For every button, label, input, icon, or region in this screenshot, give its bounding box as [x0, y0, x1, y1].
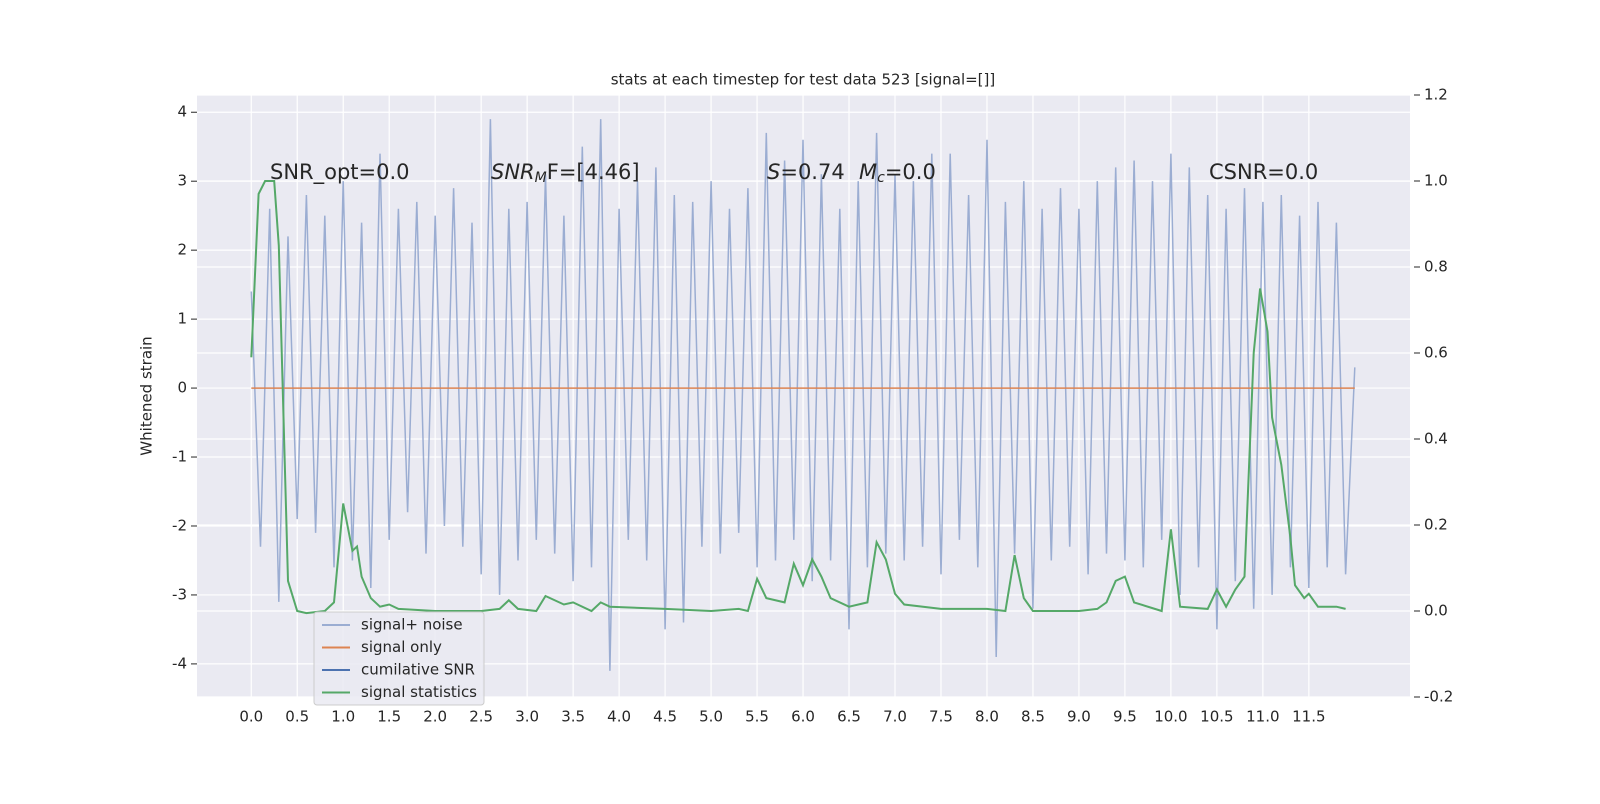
- legend-box: [313, 611, 485, 706]
- y2-tick-label: 1.0: [1424, 172, 1448, 190]
- x-tick-label: 9.5: [1113, 708, 1137, 726]
- x-tick-label: 8.5: [1021, 708, 1045, 726]
- legend-label: signal statistics: [361, 683, 477, 701]
- x-tick-label: 7.0: [883, 708, 907, 726]
- x-tick-label: 9.0: [1067, 708, 1091, 726]
- x-tick-label: 3.5: [561, 708, 585, 726]
- y-tick-label: -1: [172, 448, 187, 466]
- x-tick-label: 2.0: [423, 708, 447, 726]
- series-line: [250, 119, 1356, 671]
- x-tick-label: 5.0: [699, 708, 723, 726]
- y2-tick-label: 0.0: [1424, 602, 1448, 620]
- x-tick-label: 11.5: [1292, 708, 1325, 726]
- annotation: S=0.74: [767, 160, 845, 184]
- x-tick-label: 0.5: [285, 708, 309, 726]
- legend: signal+ noise signal only cumilative SNR si…: [313, 611, 485, 706]
- x-tick-label: 1.0: [331, 708, 355, 726]
- x-tick-label: 5.5: [745, 708, 769, 726]
- x-tick-label: 1.5: [377, 708, 401, 726]
- x-tick-label: 6.5: [837, 708, 861, 726]
- x-tick-label: 6.0: [791, 708, 815, 726]
- y-tick-label: 2: [177, 241, 187, 259]
- y-tick-label: -2: [172, 516, 187, 534]
- y-tick-label: 3: [177, 172, 187, 190]
- x-tick-label: 11.0: [1246, 708, 1279, 726]
- y-tick-label: -4: [172, 654, 187, 672]
- y2-tick-label: 0.2: [1424, 516, 1448, 534]
- y2-tick-label: 0.8: [1424, 258, 1448, 276]
- y2-tick-label: 0.4: [1424, 430, 1448, 448]
- x-tick-label: 2.5: [469, 708, 493, 726]
- x-tick-label: 0.0: [239, 708, 263, 726]
- x-tick-label: 10.5: [1200, 708, 1233, 726]
- x-tick-label: 8.0: [975, 708, 999, 726]
- x-tick-label: 7.5: [929, 708, 953, 726]
- chart-title: stats at each timestep for test data 523…: [611, 71, 996, 89]
- y2-tick-label: 0.6: [1424, 344, 1448, 362]
- y-tick-label: 4: [177, 103, 187, 121]
- y-axis-label: Whitened strain: [138, 336, 156, 455]
- series-line: [250, 180, 1346, 615]
- legend-label: signal only: [361, 638, 442, 656]
- annotation: CSNR=0.0: [1209, 160, 1318, 184]
- y2-tick-label: 1.2: [1424, 86, 1448, 104]
- y-tick-label: 1: [177, 310, 187, 328]
- y2-tick-label: -0.2: [1424, 688, 1453, 706]
- x-tick-label: 3.0: [515, 708, 539, 726]
- y-tick-label: 0: [177, 379, 187, 397]
- y-tick-label: -3: [172, 585, 187, 603]
- x-tick-label: 4.5: [653, 708, 677, 726]
- x-tick-label: 10.0: [1154, 708, 1187, 726]
- annotation: Mc=0.0: [859, 160, 936, 186]
- legend-label: signal+ noise: [361, 616, 463, 634]
- annotation: SNR_opt=0.0: [270, 160, 410, 185]
- legend-label: cumilative SNR: [361, 661, 475, 679]
- x-tick-label: 4.0: [607, 708, 631, 726]
- annotation: SNRMF=[4.46]: [491, 160, 640, 186]
